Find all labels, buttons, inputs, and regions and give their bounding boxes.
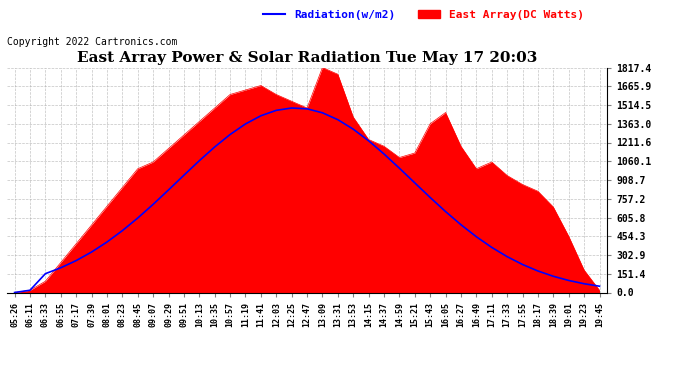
Title: East Array Power & Solar Radiation Tue May 17 20:03: East Array Power & Solar Radiation Tue M…: [77, 51, 538, 65]
Text: Copyright 2022 Cartronics.com: Copyright 2022 Cartronics.com: [7, 37, 177, 47]
Legend: Radiation(w/m2), East Array(DC Watts): Radiation(w/m2), East Array(DC Watts): [263, 10, 584, 20]
